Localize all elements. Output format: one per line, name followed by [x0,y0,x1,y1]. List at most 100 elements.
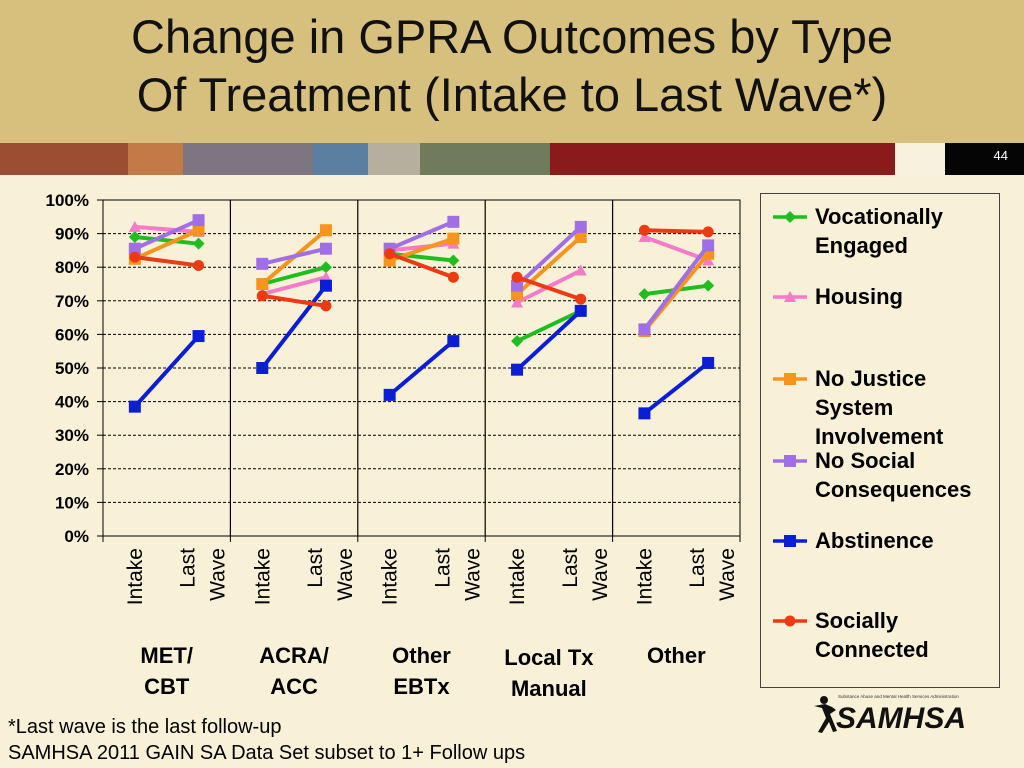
series-line [388,251,455,280]
data-point [256,257,269,270]
y-tick-label: 50% [55,359,89,378]
series-line [644,228,709,234]
legend-swatch [773,455,807,467]
data-point [638,288,651,301]
y-tick-label: 90% [55,225,89,244]
data-point [319,261,332,274]
series-line [515,225,583,288]
group-label: Local Tx Manual [504,645,594,701]
legend-swatch-marker [784,373,796,385]
legend-label: Abstinence [815,528,934,553]
data-point [192,237,205,250]
y-tick-label: 80% [55,258,89,277]
y-tick-label: 30% [55,426,89,445]
slide-number: 44 [993,148,1008,163]
data-point [447,215,460,228]
group-label: Other [646,643,706,668]
data-point [192,224,205,237]
series-line [134,224,199,234]
data-point [256,362,269,374]
series-line [134,234,199,246]
legend-item: Socially Connected [771,606,1001,686]
series-line [388,219,455,251]
legend-swatch [773,291,807,302]
group-label: Other EBTx [392,643,451,699]
data-point [384,248,396,260]
slide-title: Change in GPRA Outcomes by Type Of Treat… [131,10,893,121]
strip-segment [945,143,1024,175]
data-point [447,254,460,267]
legend-item: No Justice System Involvement [771,364,1001,449]
data-point [702,356,715,369]
data-point [702,239,715,252]
series-line [261,265,327,286]
series-line [516,309,582,343]
data-point [511,335,524,348]
data-point [128,400,141,413]
series-line [515,235,583,296]
y-tick-label: 20% [55,460,89,479]
chart-legend: Vocationally Engaged Housing No Justice Sy… [760,193,1000,688]
legend-label: No Justice System Involvement [815,366,944,449]
data-point [511,271,523,283]
series-line [515,309,583,372]
legend-item: Housing [771,282,1001,362]
data-point [638,323,651,336]
data-point [702,279,715,292]
data-point [575,293,587,305]
data-point [383,388,396,401]
data-point [447,335,460,348]
data-point [319,224,332,237]
data-point [511,279,524,292]
y-tick-label: 60% [55,325,89,344]
legend-swatch [773,535,807,547]
data-point [447,271,459,283]
legend-item: No Social Consequences [771,446,1001,526]
legend-swatch-marker [784,455,796,467]
series-line [389,241,454,253]
strip-segment [128,143,183,175]
data-point [193,260,205,272]
chart-plot: 0% 10% 20% 30% 40% 50% 60% 70% 80% 90% 100% Intake L… [46,191,741,605]
legend-swatch [773,615,807,627]
legend-label: No Social Consequences [815,448,972,502]
data-point [128,242,141,255]
samhsa-logo: Substance Abuse and Mental Health Servic… [814,694,966,735]
data-point [574,304,587,317]
legend-label: Socially Connected [815,608,929,662]
series-line [133,334,201,408]
legend-swatch-marker [784,291,796,302]
x-category-label: Intake [379,548,402,605]
data-point [192,330,205,343]
series-line [260,284,328,370]
series-line [516,275,582,302]
y-tick-label: 100% [46,191,89,210]
data-point [320,300,332,312]
plot-frame [102,199,741,537]
series-line [134,228,200,261]
data-point [447,232,460,245]
group-label: MET/ CBT [140,643,193,699]
legend-swatch [773,373,807,385]
data-point [256,290,268,302]
data-point [319,242,332,255]
x-category-label: Intake [124,548,147,605]
data-point [128,230,141,243]
series-line [134,218,200,251]
samhsa-logo-subtext: Substance Abuse and Mental Health Servic… [838,694,959,699]
strip-segment [550,143,750,175]
legend-swatch-marker [784,615,796,627]
x-category-label: Last Wave [559,548,612,601]
x-category-label: Intake [633,548,656,605]
strip-segment [895,143,945,175]
series-line [642,244,710,331]
x-category-label: Last Wave [304,548,357,601]
data-point [511,363,524,376]
legend-swatch-marker [784,211,796,223]
color-strip [0,143,1024,175]
title-band [0,0,1024,143]
data-point [319,279,332,292]
legend-item: Vocationally Engaged [771,202,1001,282]
samhsa-figure-icon [814,696,837,733]
data-point [574,220,587,233]
